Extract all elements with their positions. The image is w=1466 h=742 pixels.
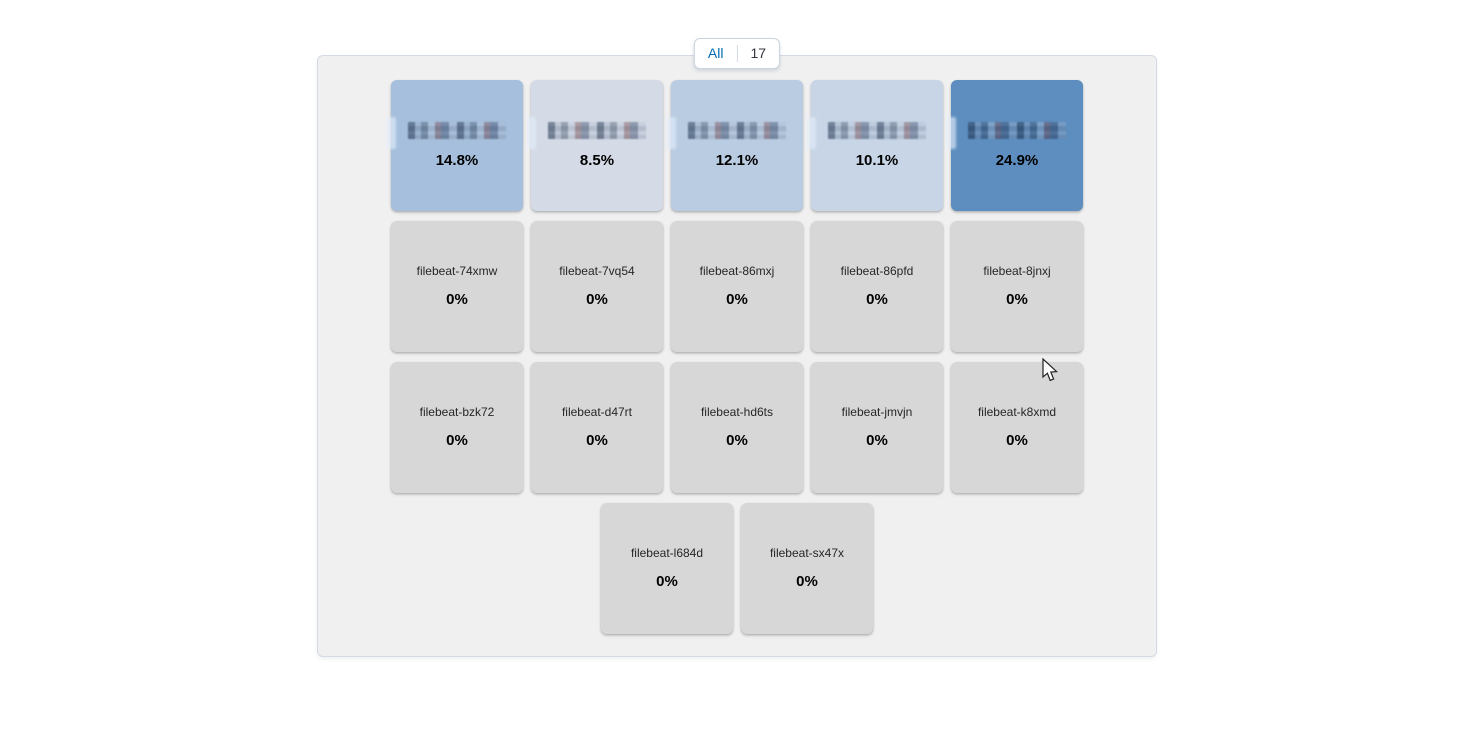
- tile-label: filebeat-86mxj: [699, 264, 775, 278]
- tile-value: 0%: [446, 432, 468, 449]
- redaction-blur-artifact: [947, 117, 956, 149]
- tile-label: filebeat-k8xmd: [977, 405, 1057, 419]
- tile-label: filebeat-86pfd: [840, 264, 914, 278]
- redacted-tile-label: [548, 121, 646, 139]
- metric-tile-filebeat-74xmw[interactable]: filebeat-74xmw 0%: [391, 221, 523, 352]
- metric-tile-redacted-4[interactable]: 10.1%: [807, 80, 943, 211]
- metric-tile-filebeat-l684d[interactable]: filebeat-l684d 0%: [601, 503, 733, 634]
- metric-tile-filebeat-86mxj[interactable]: filebeat-86mxj 0%: [671, 221, 803, 352]
- tile-value: 10.1%: [855, 151, 899, 169]
- tile-value: 14.8%: [435, 151, 479, 169]
- metrics-panel: 14.8% 8.5% 12.1% 10.1% 24.9% filebeat-74xmw 0%…: [317, 55, 1157, 657]
- tile-label: filebeat-8jnxj: [983, 264, 1051, 278]
- metric-tile-redacted-2[interactable]: 8.5%: [527, 80, 663, 211]
- metric-tile-redacted-1[interactable]: 14.8%: [387, 80, 523, 211]
- metric-tile-filebeat-k8xmd[interactable]: filebeat-k8xmd 0%: [951, 362, 1083, 493]
- metric-tile-redacted-5[interactable]: 24.9%: [947, 80, 1083, 211]
- tile-value: 24.9%: [995, 151, 1039, 169]
- tile-value: 0%: [796, 573, 818, 590]
- redaction-blur-artifact: [527, 117, 536, 149]
- tile-label: filebeat-hd6ts: [700, 405, 774, 419]
- tile-value: 12.1%: [715, 151, 759, 169]
- metric-tile-filebeat-jmvjn[interactable]: filebeat-jmvjn 0%: [811, 362, 943, 493]
- tab-divider: [736, 45, 738, 62]
- tile-label: filebeat-d47rt: [561, 405, 633, 419]
- tile-value: 0%: [1006, 432, 1028, 449]
- metric-tile-filebeat-bzk72[interactable]: filebeat-bzk72 0%: [391, 362, 523, 493]
- redaction-blur-artifact: [807, 117, 816, 149]
- metric-tile-filebeat-86pfd[interactable]: filebeat-86pfd 0%: [811, 221, 943, 352]
- group-filter-tabs: All 17: [693, 38, 781, 69]
- metrics-panel-wrap: All 17 14.8% 8.5% 12.1% 10.1% 24.9% filebeat-…: [317, 38, 1157, 657]
- metric-tile-filebeat-hd6ts[interactable]: filebeat-hd6ts 0%: [671, 362, 803, 493]
- metric-tile-filebeat-sx47x[interactable]: filebeat-sx47x 0%: [741, 503, 873, 634]
- metric-tile-filebeat-7vq54[interactable]: filebeat-7vq54 0%: [531, 221, 663, 352]
- tile-value: 0%: [866, 432, 888, 449]
- redaction-blur-artifact: [667, 117, 676, 149]
- metric-tile-redacted-3[interactable]: 12.1%: [667, 80, 803, 211]
- metric-tile-filebeat-d47rt[interactable]: filebeat-d47rt 0%: [531, 362, 663, 493]
- tile-value: 0%: [446, 291, 468, 308]
- tile-value: 0%: [726, 291, 748, 308]
- metric-tile-filebeat-8jnxj[interactable]: filebeat-8jnxj 0%: [951, 221, 1083, 352]
- redacted-tile-label: [968, 121, 1066, 139]
- redacted-tile-label: [828, 121, 926, 139]
- tile-label: filebeat-jmvjn: [841, 405, 913, 419]
- tile-value: 8.5%: [579, 151, 615, 169]
- metrics-grid: 14.8% 8.5% 12.1% 10.1% 24.9% filebeat-74xmw 0%…: [387, 80, 1083, 634]
- tile-label: filebeat-7vq54: [559, 264, 635, 278]
- tile-value: 0%: [866, 291, 888, 308]
- redaction-blur-artifact: [387, 117, 396, 149]
- tab-count[interactable]: 17: [737, 39, 779, 68]
- tile-value: 0%: [586, 291, 608, 308]
- tile-label: filebeat-bzk72: [419, 405, 495, 419]
- tile-value: 0%: [586, 432, 608, 449]
- tile-value: 0%: [1006, 291, 1028, 308]
- redacted-tile-label: [408, 121, 506, 139]
- tab-all[interactable]: All: [695, 39, 737, 68]
- redacted-tile-label: [688, 121, 786, 139]
- tile-value: 0%: [726, 432, 748, 449]
- tile-label: filebeat-l684d: [630, 546, 704, 560]
- tile-value: 0%: [656, 573, 678, 590]
- tile-label: filebeat-sx47x: [769, 546, 845, 560]
- tile-label: filebeat-74xmw: [416, 264, 498, 278]
